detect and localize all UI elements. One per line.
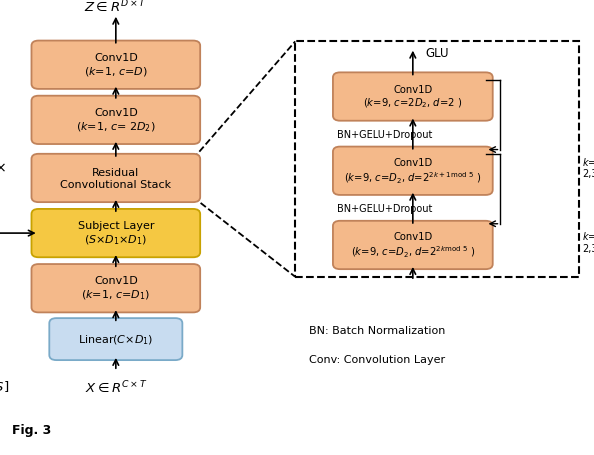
Bar — [295, 42, 579, 277]
Text: $k$=
2,3,4,5: $k$= 2,3,4,5 — [582, 155, 594, 179]
FancyBboxPatch shape — [31, 154, 200, 202]
Text: Conv: Convolution Layer: Conv: Convolution Layer — [309, 355, 445, 364]
Text: Residual
Convolutional Stack: Residual Convolutional Stack — [60, 168, 172, 189]
Text: Conv1D
($k$=9, $c$=$D_2$, $d$=$2^{2k+1}$$^{\mathrm{mod}\ 5}$ ): Conv1D ($k$=9, $c$=$D_2$, $d$=$2^{2k+1}$… — [344, 157, 482, 185]
FancyBboxPatch shape — [333, 147, 493, 196]
Text: 5 ×: 5 × — [0, 161, 7, 175]
Text: BN: Batch Normalization: BN: Batch Normalization — [309, 325, 446, 335]
FancyBboxPatch shape — [49, 318, 182, 360]
Text: BN+GELU+Dropout: BN+GELU+Dropout — [337, 203, 432, 213]
FancyBboxPatch shape — [31, 209, 200, 258]
FancyBboxPatch shape — [31, 41, 200, 90]
Text: Subject Layer
($S$×$D_1$×$D_1$): Subject Layer ($S$×$D_1$×$D_1$) — [78, 221, 154, 246]
Text: $X \in R^{C\times T}$: $X \in R^{C\times T}$ — [84, 379, 147, 395]
Text: $k$=
2,3,4,5: $k$= 2,3,4,5 — [582, 229, 594, 253]
Text: GLU: GLU — [425, 46, 449, 60]
FancyBboxPatch shape — [31, 264, 200, 313]
Text: Conv1D
($k$=1, $c$=$D$): Conv1D ($k$=1, $c$=$D$) — [84, 53, 148, 78]
Text: BN+GELU+Dropout: BN+GELU+Dropout — [337, 129, 432, 139]
Text: Conv1D
($k$=1, $c$=$D_1$): Conv1D ($k$=1, $c$=$D_1$) — [81, 276, 150, 301]
FancyBboxPatch shape — [31, 96, 200, 145]
FancyBboxPatch shape — [333, 73, 493, 121]
Text: $s \in [S]$: $s \in [S]$ — [0, 379, 10, 394]
FancyBboxPatch shape — [333, 221, 493, 269]
Text: Linear($C$×$D_1$): Linear($C$×$D_1$) — [78, 333, 153, 346]
Text: Conv1D
($k$=1, $c$= 2$D_2$): Conv1D ($k$=1, $c$= 2$D_2$) — [76, 108, 156, 133]
Text: Conv1D
($k$=9, $c$=$D_2$, $d$=$2^{2k}$$^{\mathrm{mod}\ 5}$ ): Conv1D ($k$=9, $c$=$D_2$, $d$=$2^{2k}$$^… — [350, 232, 475, 259]
Text: Fig. 3: Fig. 3 — [12, 423, 51, 436]
Text: Conv1D
($k$=9, $c$=2$D_2$, $d$=2 ): Conv1D ($k$=9, $c$=2$D_2$, $d$=2 ) — [364, 85, 462, 110]
Text: $Z \in R^{D\times T}$: $Z \in R^{D\times T}$ — [84, 0, 147, 15]
